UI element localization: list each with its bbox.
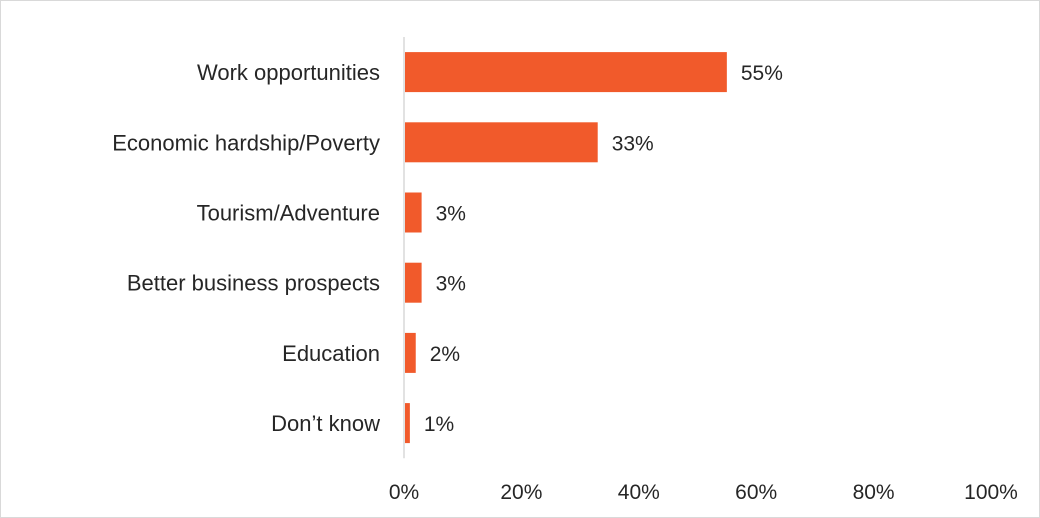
- bar: [405, 262, 422, 303]
- x-tick-label: 60%: [735, 481, 777, 504]
- bar: [405, 332, 416, 373]
- category-label: Don’t know: [271, 411, 380, 436]
- bar: [405, 122, 598, 163]
- category-label: Economic hardship/Poverty: [112, 130, 380, 155]
- bar: [405, 52, 727, 93]
- category-label: Work opportunities: [197, 60, 380, 85]
- data-label: 3%: [436, 273, 466, 296]
- data-label: 3%: [436, 203, 466, 226]
- x-tick-label: 100%: [964, 481, 1018, 504]
- x-tick-label: 40%: [618, 481, 660, 504]
- data-label: 33%: [612, 132, 654, 155]
- bar: [405, 403, 410, 444]
- x-tick-label: 20%: [500, 481, 542, 504]
- x-tick-label: 80%: [853, 481, 895, 504]
- data-label: 55%: [741, 62, 783, 85]
- category-label: Education: [282, 341, 380, 366]
- category-label: Better business prospects: [127, 271, 380, 296]
- data-label: 2%: [430, 343, 460, 366]
- bar: [405, 192, 422, 233]
- x-tick-label: 0%: [389, 481, 419, 504]
- category-label: Tourism/Adventure: [197, 201, 380, 226]
- data-label: 1%: [424, 413, 454, 436]
